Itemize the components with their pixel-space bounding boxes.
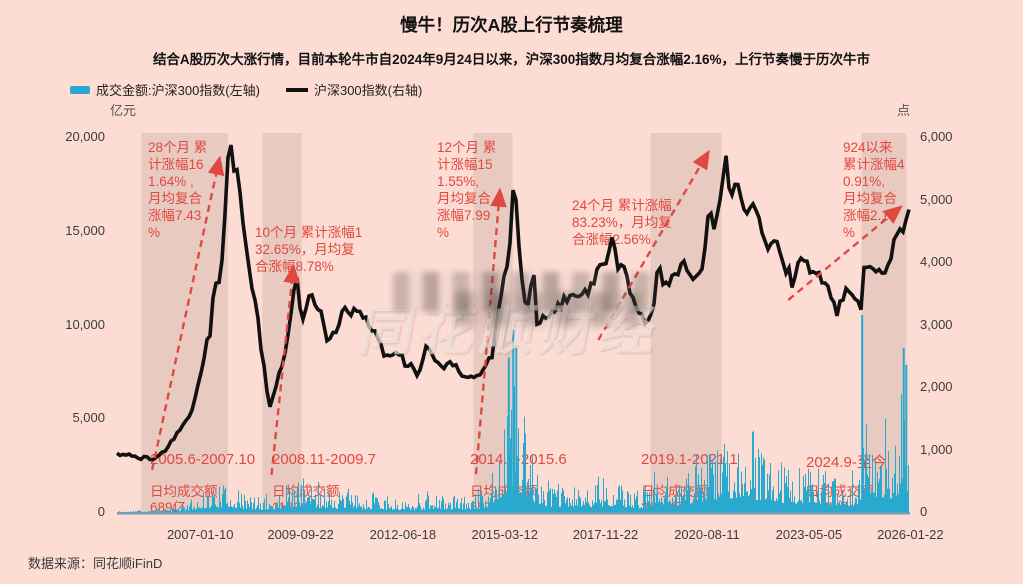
legend-line-swatch-icon: [285, 87, 308, 92]
highlight-band: [473, 133, 513, 513]
period-range-label: 2008.11-2009.7: [272, 451, 376, 468]
trend-arrow: [150, 155, 225, 471]
avg-turnover-label: 日均成交额 689亿: [150, 484, 218, 515]
legend-line-label: 沪深300指数(右轴): [313, 83, 423, 98]
x-axis-line: [117, 512, 910, 515]
right-axis-tick-label: 6,000: [920, 129, 953, 144]
page-subtitle: 结合A股历次大涨行情，目前本轮牛市自2024年9月24日以来，沪深300指数月均…: [152, 52, 871, 67]
left-axis-tick-label: 10,000: [65, 316, 105, 332]
right-axis-tick-label: 2,000: [920, 379, 953, 394]
right-axis-tick-label: 0: [920, 504, 928, 519]
gain-annotation: 10个月 累计涨幅1 32.65%，月均复 合涨幅8.78%: [255, 225, 363, 274]
trend-arrow: [474, 187, 507, 475]
period-range-label: 2005.6-2007.10: [150, 451, 256, 468]
trend-arrow: [787, 205, 903, 301]
volume-spike-bars: [507, 315, 908, 513]
highlight-band: [861, 133, 907, 513]
right-axis-tick-label: 5,000: [920, 191, 953, 207]
avg-turnover-label: 日均成交额 1179亿: [272, 484, 340, 515]
right-axis-tick-label: 1,000: [920, 441, 953, 457]
left-axis-tick-label: 20,000: [65, 129, 105, 144]
x-axis-tick-label: 2012-06-18: [369, 527, 437, 542]
index-line: [115, 144, 911, 462]
left-axis-tick-label: 0: [97, 504, 105, 519]
period-range-label: 2014.6-2015.6: [470, 451, 567, 468]
highlight-band: [141, 133, 228, 513]
avg-turnover-label: 日均成交额 2600亿: [641, 484, 709, 515]
gain-annotation: 24个月 累计涨幅 83.23%，月均复 合涨幅2.56%: [572, 198, 672, 247]
right-axis-unit: 点: [896, 103, 910, 118]
period-range-label: 2024.9-至今: [806, 454, 887, 471]
legend-bar-swatch-icon: [70, 85, 90, 94]
left-axis-unit: 亿元: [110, 103, 137, 118]
volume-bars: [117, 386, 909, 513]
left-axis-tick-label: 5,000: [72, 410, 105, 426]
highlight-band: [262, 133, 302, 513]
avg-turnover-label: 日均成交额 5579亿: [470, 484, 538, 515]
x-axis-tick-label: 2007-01-10: [166, 527, 234, 542]
trend-arrow: [270, 263, 301, 476]
x-axis-tick-label: 2015-03-12: [471, 527, 538, 542]
left-axis-tick-label: 15,000: [65, 222, 105, 238]
gain-annotation: 12个月 累 计涨幅15 1.55%, 月均复合 涨幅7.99 %: [437, 140, 497, 240]
watermark: 同花顺财经: [355, 301, 667, 361]
avg-turnover-label: 日均成交额 4225亿: [806, 484, 874, 515]
legend: 成交金额:沪深300指数(左轴) 沪深300指数(右轴): [70, 80, 422, 99]
legend-bar-label: 成交金额:沪深300指数(左轴): [96, 83, 260, 98]
x-axis-tick-label: 2017-11-22: [572, 527, 639, 542]
highlight-band: [650, 133, 722, 513]
right-axis-tick-label: 3,000: [920, 316, 953, 332]
gain-annotation: 28个月 累 计涨幅16 1.64% , 月均复合 涨幅7.43 %: [148, 140, 208, 240]
x-axis-tick-label: 2020-08-11: [674, 527, 740, 542]
x-axis-tick-label: 2023-05-05: [775, 527, 843, 542]
data-source-label: 数据来源：同花顺iFinD: [28, 556, 163, 571]
blur-smear: [393, 272, 655, 312]
period-range-label: 2019.1-2021.1: [641, 451, 738, 468]
x-axis-tick-label: 2026-01-22: [877, 527, 944, 542]
trend-arrow: [597, 149, 710, 341]
page-title: 慢牛！历次A股上行节奏梳理: [400, 15, 623, 35]
blur-smear: [455, 292, 640, 326]
x-axis-tick-label: 2009-09-22: [267, 527, 334, 542]
right-axis-tick-label: 4,000: [920, 254, 953, 269]
gain-annotation: 924以来 累计涨幅4 0.91%, 月均复合 涨幅2.16 %: [843, 140, 905, 240]
